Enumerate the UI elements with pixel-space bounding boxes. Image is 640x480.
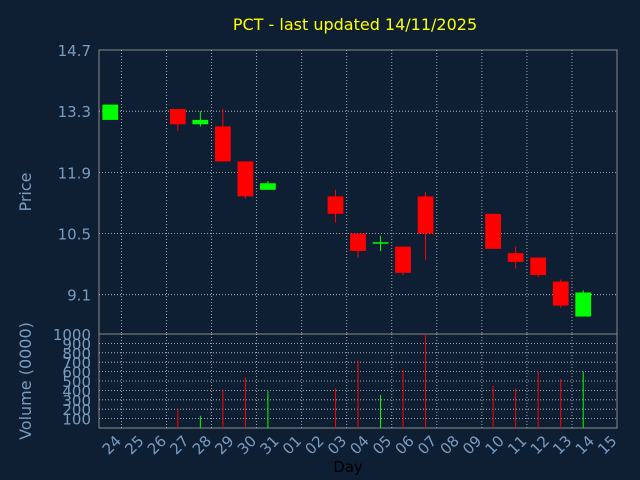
price-panel: 14.7 13.3 11.9 10.5 9.1 Price — [16, 42, 618, 335]
x-axis-label: Day — [333, 458, 363, 476]
candle-body — [417, 196, 434, 234]
price-tick-label: 11.9 — [58, 164, 91, 182]
candle-body — [552, 281, 569, 306]
price-tick-label: 9.1 — [67, 287, 91, 305]
chart-title: PCT - last updated 14/11/2025 — [233, 15, 477, 34]
candle-body — [192, 119, 209, 125]
volume-tick-label: 100 — [62, 411, 91, 429]
candle-body — [260, 183, 276, 190]
candle-body — [485, 213, 502, 249]
volume-tick-label: 400 — [62, 382, 91, 400]
volume-tick-label: 1000 — [53, 326, 91, 344]
volume-tick-label: 500 — [62, 373, 91, 391]
volume-tick-label: 300 — [62, 392, 91, 410]
candle-body — [214, 126, 231, 162]
candle-body — [530, 257, 547, 276]
candle-body — [507, 253, 524, 262]
volume-tick-label: 700 — [62, 354, 91, 372]
volume-axis-label: Volume (0000) — [16, 322, 35, 440]
candle-body — [575, 292, 592, 317]
candle-body — [237, 161, 254, 197]
volume-tick-label: 600 — [62, 364, 91, 382]
candle-body — [372, 242, 389, 244]
price-tick-label: 13.3 — [58, 103, 91, 121]
volume-tick-label: 800 — [62, 345, 91, 363]
candle-body — [327, 196, 344, 214]
volume-tick-label: 200 — [62, 401, 91, 419]
price-tick-label: 14.7 — [58, 42, 91, 60]
candle-body — [350, 233, 366, 251]
price-frame — [98, 49, 618, 335]
candle-body — [395, 246, 411, 273]
price-tick-label: 10.5 — [58, 226, 91, 244]
volume-tick-label: 900 — [62, 335, 91, 353]
x-tick-label: 15 — [594, 432, 620, 458]
price-axis-label: Price — [16, 172, 35, 211]
candle-body — [102, 104, 119, 120]
candle-body — [169, 108, 186, 125]
